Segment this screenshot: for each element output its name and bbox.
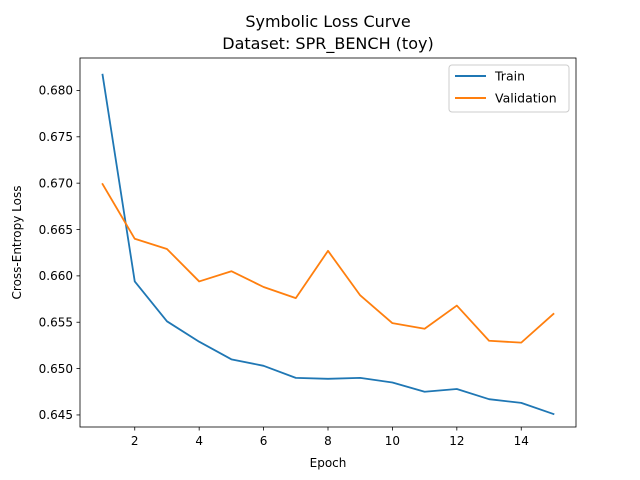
plot-area (80, 58, 576, 427)
x-tick-label: 12 (449, 434, 464, 448)
y-tick-label: 0.660 (39, 269, 73, 283)
x-tick-label: 2 (131, 434, 139, 448)
y-tick-label: 0.680 (39, 84, 73, 98)
legend-validation-label: Validation (495, 91, 557, 106)
y-tick-label: 0.645 (39, 408, 73, 422)
y-tick-label: 0.655 (39, 316, 73, 330)
y-tick-label: 0.650 (39, 362, 73, 376)
series-line-validation (101, 182, 555, 344)
x-tick-label: 8 (324, 434, 332, 448)
series-lines (101, 73, 555, 416)
x-axis-ticks: 2 4 6 8 10 12 14 (131, 427, 529, 448)
plot-frame (79, 57, 577, 428)
x-tick-label: 10 (385, 434, 400, 448)
y-tick-label: 0.670 (39, 176, 73, 190)
legend-train-label: Train (494, 69, 525, 84)
x-tick-label: 6 (260, 434, 268, 448)
series-line-train (101, 73, 555, 416)
y-axis-ticks: 0.645 0.650 0.655 0.660 0.665 0.670 0.675 0.680 (39, 84, 80, 422)
y-tick-label: 0.675 (39, 130, 73, 144)
chart-subtitle: Dataset: SPR_BENCH (toy) (222, 34, 433, 54)
legend: Train Validation (448, 64, 570, 113)
x-axis-label: Epoch (310, 456, 347, 470)
y-axis-label: Cross-Entropy Loss (10, 186, 24, 300)
x-tick-label: 4 (195, 434, 203, 448)
x-tick-label: 14 (514, 434, 529, 448)
chart-title: Symbolic Loss Curve (245, 12, 410, 31)
y-tick-label: 0.665 (39, 223, 73, 237)
